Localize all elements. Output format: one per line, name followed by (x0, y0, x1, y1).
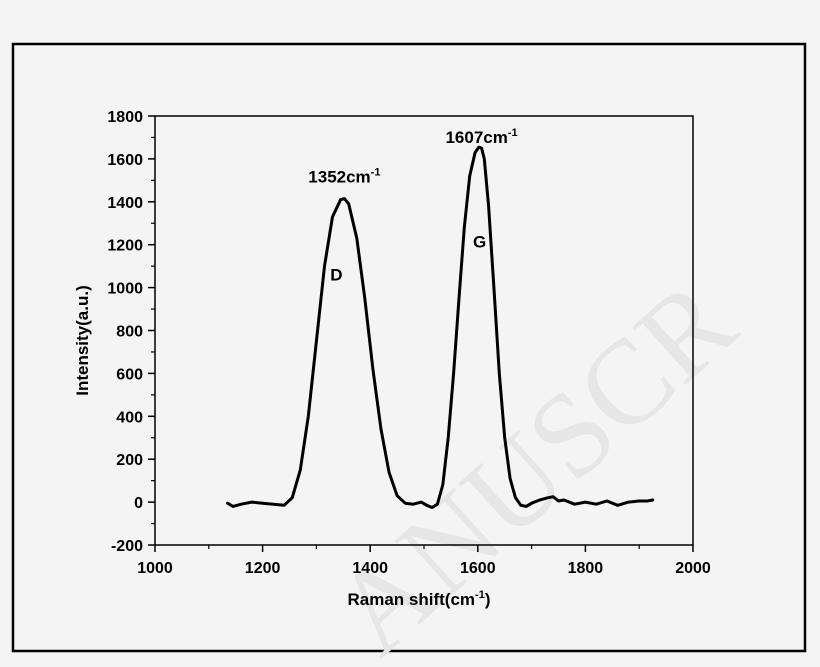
y-tick-label: 1400 (107, 195, 143, 212)
figure-frame (11, 42, 807, 653)
x-tick-label: 1400 (352, 560, 388, 577)
y-tick-label: 1600 (107, 152, 143, 169)
y-tick-label: 800 (116, 324, 143, 341)
peak-band-label: D (330, 265, 342, 284)
peak-position-label: 1607cm-1 (445, 127, 517, 147)
spectrum-line (226, 145, 655, 509)
y-tick-label: 400 (116, 409, 143, 426)
x-tick-label: 1800 (568, 560, 604, 577)
x-tick-label: 2000 (675, 560, 711, 577)
y-axis-title: Intensity(a.u.) (73, 285, 92, 396)
y-tick-label: 200 (116, 452, 143, 469)
x-tick-label: 1000 (137, 560, 173, 577)
y-tick-label: 0 (134, 495, 143, 512)
y-tick-label: -200 (111, 538, 143, 555)
y-tick-label: 1200 (107, 238, 143, 255)
x-axis-title: Raman shift(cm-1) (348, 589, 491, 609)
y-tick-label: 1800 (107, 109, 143, 126)
peak-position-label: 1352cm-1 (308, 167, 380, 187)
plot-area: 1000 1200 1400 1600 1800 2000 -200 0 200 400 600 80… (73, 109, 711, 609)
y-tick-label: 1000 (107, 281, 143, 298)
y-tick-label: 600 (116, 366, 143, 383)
x-tick-label: 1600 (460, 560, 496, 577)
x-tick-label: 1200 (245, 560, 281, 577)
peak-band-label: G (473, 233, 486, 252)
